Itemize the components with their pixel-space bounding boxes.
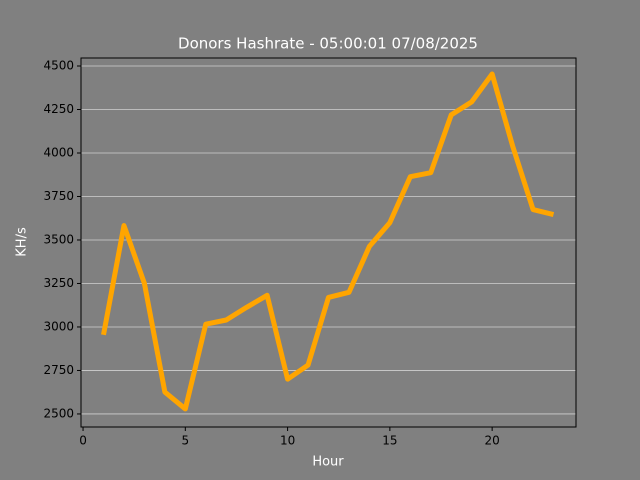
y-tick-label: 3250 <box>43 276 74 290</box>
plot-frame <box>80 57 577 428</box>
y-tick-label: 3500 <box>43 232 74 246</box>
x-tick-label: 20 <box>484 434 499 448</box>
y-tick-label: 4250 <box>43 102 74 116</box>
y-tick-label: 2500 <box>43 406 74 420</box>
y-tick-label: 4000 <box>43 145 74 159</box>
data-line <box>101 71 555 412</box>
x-tick-label: 10 <box>280 434 295 448</box>
y-tick-label: 2750 <box>43 363 74 377</box>
chart-title: Donors Hashrate - 05:00:01 07/08/2025 <box>178 35 478 53</box>
x-tick-label: 15 <box>382 434 397 448</box>
y-tick-label: 4500 <box>43 59 74 73</box>
x-tick-label: 0 <box>79 434 87 448</box>
y-tick-label: 3750 <box>43 189 74 203</box>
x-axis-label: Hour <box>312 455 344 470</box>
y-axis-label: KH/s <box>15 227 30 257</box>
x-tick-label: 5 <box>181 434 189 448</box>
y-tick-label: 3000 <box>43 319 74 333</box>
